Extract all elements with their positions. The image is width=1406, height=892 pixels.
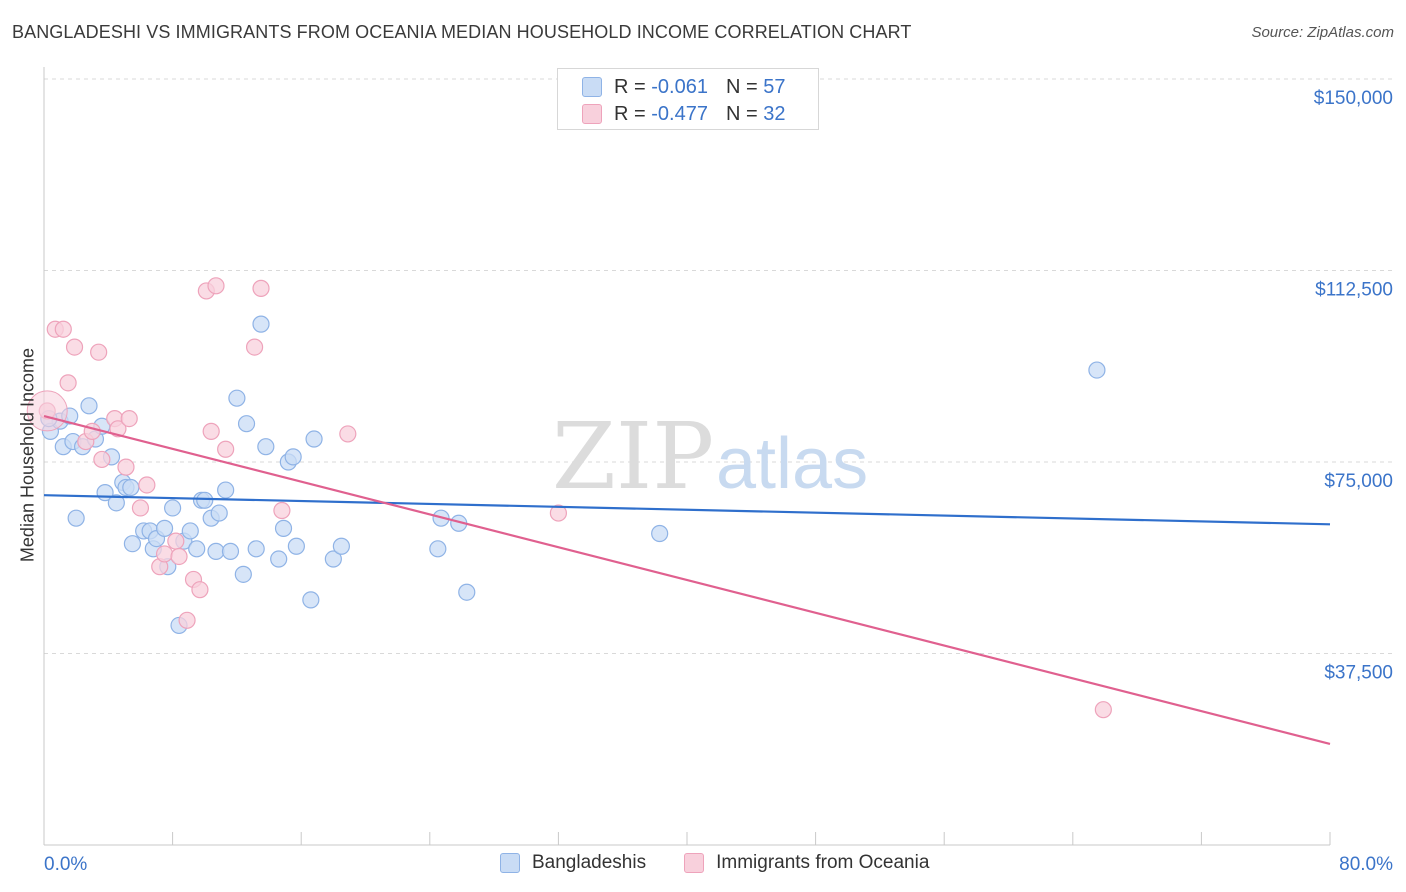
point-bangladeshi	[270, 550, 288, 568]
point-oceania	[170, 547, 188, 566]
point-oceania	[120, 409, 138, 428]
point-oceania	[167, 532, 185, 550]
legend-label-bangladeshis: Bangladeshis	[532, 852, 647, 873]
point-bangladeshi	[221, 542, 240, 560]
point-oceania	[245, 338, 264, 356]
legend-r-label: R =	[614, 102, 646, 125]
legend-swatch-blue	[500, 853, 520, 873]
point-bangladeshi	[302, 591, 320, 609]
watermark-atlas: atlas	[716, 424, 868, 504]
point-oceania	[178, 611, 196, 629]
point-oceania	[191, 581, 209, 599]
point-oceania	[207, 277, 225, 295]
trend-line-bangladeshis	[43, 494, 1331, 526]
point-bangladeshi	[247, 540, 265, 558]
point-bangladeshi	[458, 583, 476, 601]
point-bangladeshi	[305, 430, 323, 448]
y-tick-label: $112,500	[1315, 280, 1393, 301]
legend-n-value: 32	[763, 102, 786, 125]
point-bangladeshi	[122, 478, 140, 497]
point-oceania	[1094, 701, 1112, 719]
legend-swatch-pink	[684, 853, 705, 873]
watermark-zip: ZIP	[552, 403, 714, 510]
point-oceania	[117, 458, 135, 476]
legend-swatch-pink	[582, 104, 602, 124]
legend-n-label: N =	[725, 102, 758, 125]
point-bangladeshi	[1088, 361, 1106, 379]
point-bangladeshi	[217, 481, 235, 499]
point-bangladeshi	[284, 448, 302, 466]
legend-n-label: N =	[725, 75, 758, 98]
point-oceania	[83, 422, 101, 440]
point-bangladeshi	[207, 542, 225, 560]
point-oceania	[131, 499, 150, 517]
point-bangladeshi	[324, 550, 342, 568]
chart-title: BANGLADESHI VS IMMIGRANTS FROM OCEANIA M…	[12, 22, 912, 42]
point-bangladeshi	[196, 491, 214, 509]
point-oceania	[65, 338, 84, 356]
point-oceania	[54, 320, 72, 338]
y-tick-label: $37,500	[1324, 663, 1393, 684]
point-oceania	[549, 504, 568, 522]
point-bangladeshi	[228, 389, 246, 407]
point-oceania	[59, 374, 77, 392]
source-label: Source: ZipAtlas.com	[1251, 24, 1394, 41]
legend-r-value: -0.477	[651, 102, 708, 125]
point-bangladeshi	[237, 415, 256, 433]
point-bangladeshi	[181, 522, 199, 540]
trend-lines-layer	[43, 414, 1331, 745]
point-oceania	[252, 279, 270, 297]
point-bangladeshi	[155, 519, 174, 537]
x-tick-label: 0.0%	[44, 854, 87, 875]
legend-item-oceania: Immigrants from Oceania	[684, 852, 929, 874]
legend-row-bangladeshis: R = -0.061 N = 57	[582, 75, 785, 99]
legend-row-oceania: R = -0.477 N = 32	[582, 102, 785, 126]
point-bangladeshi	[164, 499, 182, 517]
point-bangladeshi	[107, 494, 125, 512]
point-bangladeshi	[252, 315, 270, 333]
legend-n-value: 57	[763, 75, 786, 98]
y-tick-label: $150,000	[1314, 88, 1393, 109]
point-bangladeshi	[651, 524, 669, 543]
legend-series: Bangladeshis Immigrants from Oceania	[500, 852, 967, 874]
point-bangladeshi	[332, 537, 350, 555]
trend-line-oceania	[43, 414, 1331, 745]
point-bangladeshi	[274, 519, 293, 537]
y-axis-label: Median Household Income	[17, 347, 38, 563]
watermark: ZIP atlas	[552, 403, 868, 510]
point-bangladeshi	[80, 397, 98, 415]
point-oceania	[138, 476, 156, 494]
legend-item-bangladeshis: Bangladeshis	[500, 852, 646, 874]
x-tick-label: 80.0%	[1339, 854, 1393, 875]
point-bangladeshi	[429, 540, 447, 558]
point-oceania-large	[26, 390, 68, 432]
legend-r-value: -0.061	[651, 75, 708, 98]
y-tick-label: $75,000	[1324, 471, 1393, 492]
point-oceania	[93, 450, 111, 469]
point-oceania	[202, 422, 220, 440]
point-bangladeshi	[67, 509, 85, 527]
point-oceania	[339, 425, 357, 443]
legend-label-oceania: Immigrants from Oceania	[716, 852, 930, 873]
legend-stats: R = -0.061 N = 57 R = -0.477 N = 32	[557, 68, 819, 130]
point-bangladeshi	[287, 537, 305, 555]
point-bangladeshi	[123, 535, 142, 553]
point-oceania	[217, 440, 235, 458]
tick-labels-layer: $37,500 $75,000 $112,500 $150,000 0.0% 80.0%	[44, 88, 1393, 875]
legend-r-label: R =	[614, 75, 646, 98]
point-oceania	[90, 343, 108, 361]
point-bangladeshi	[234, 565, 252, 583]
points-layer	[26, 277, 1112, 719]
legend-swatch-blue	[582, 77, 602, 97]
axes-layer	[43, 67, 1331, 846]
point-bangladeshi	[257, 438, 275, 456]
point-bangladeshi	[210, 504, 228, 522]
point-oceania	[155, 545, 174, 563]
point-oceania	[273, 501, 291, 520]
point-bangladeshi	[188, 540, 206, 558]
